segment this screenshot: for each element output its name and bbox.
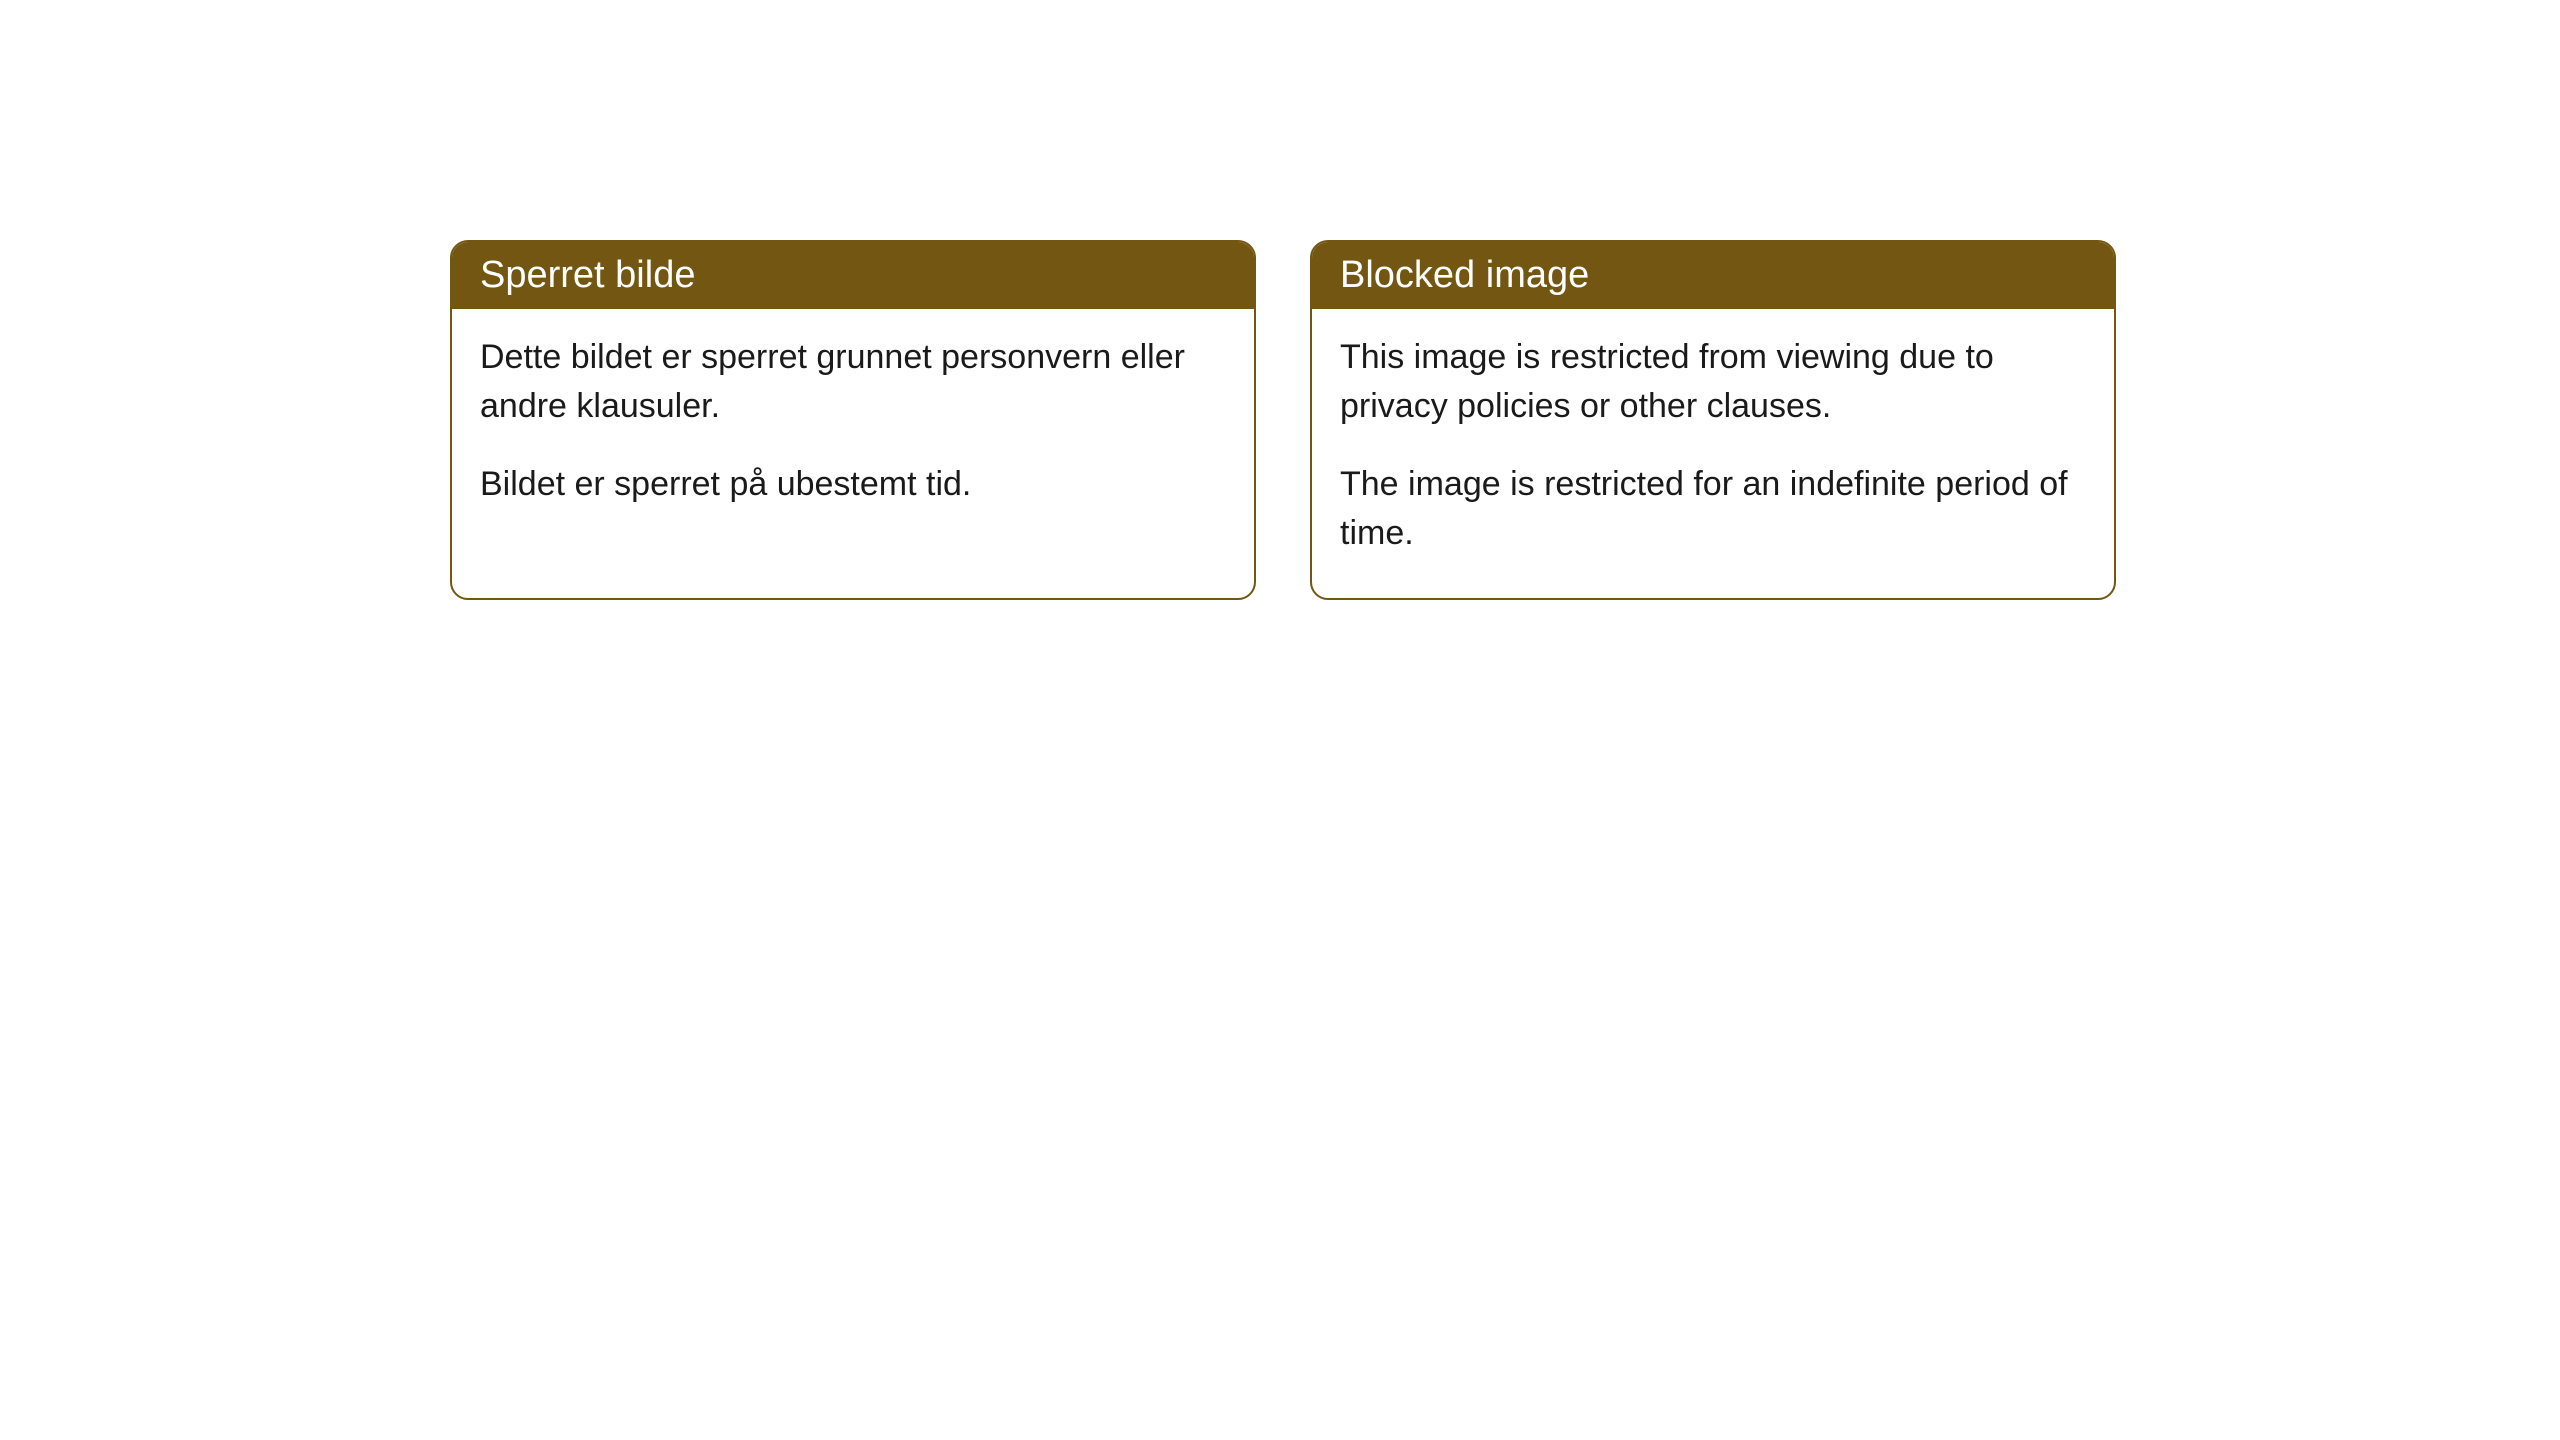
card-body-english: This image is restricted from viewing du… xyxy=(1312,309,2114,598)
blocked-image-card-english: Blocked image This image is restricted f… xyxy=(1310,240,2116,600)
card-paragraph1-norwegian: Dette bildet er sperret grunnet personve… xyxy=(480,333,1226,432)
card-paragraph1-english: This image is restricted from viewing du… xyxy=(1340,333,2086,432)
blocked-image-card-norwegian: Sperret bilde Dette bildet er sperret gr… xyxy=(450,240,1256,600)
card-title-norwegian: Sperret bilde xyxy=(480,254,695,296)
card-header-english: Blocked image xyxy=(1312,242,2114,309)
card-body-norwegian: Dette bildet er sperret grunnet personve… xyxy=(452,309,1254,549)
card-header-norwegian: Sperret bilde xyxy=(452,242,1254,309)
card-paragraph2-english: The image is restricted for an indefinit… xyxy=(1340,460,2086,559)
card-paragraph2-norwegian: Bildet er sperret på ubestemt tid. xyxy=(480,460,1226,509)
notice-cards-container: Sperret bilde Dette bildet er sperret gr… xyxy=(450,240,2116,600)
card-title-english: Blocked image xyxy=(1340,254,1589,296)
